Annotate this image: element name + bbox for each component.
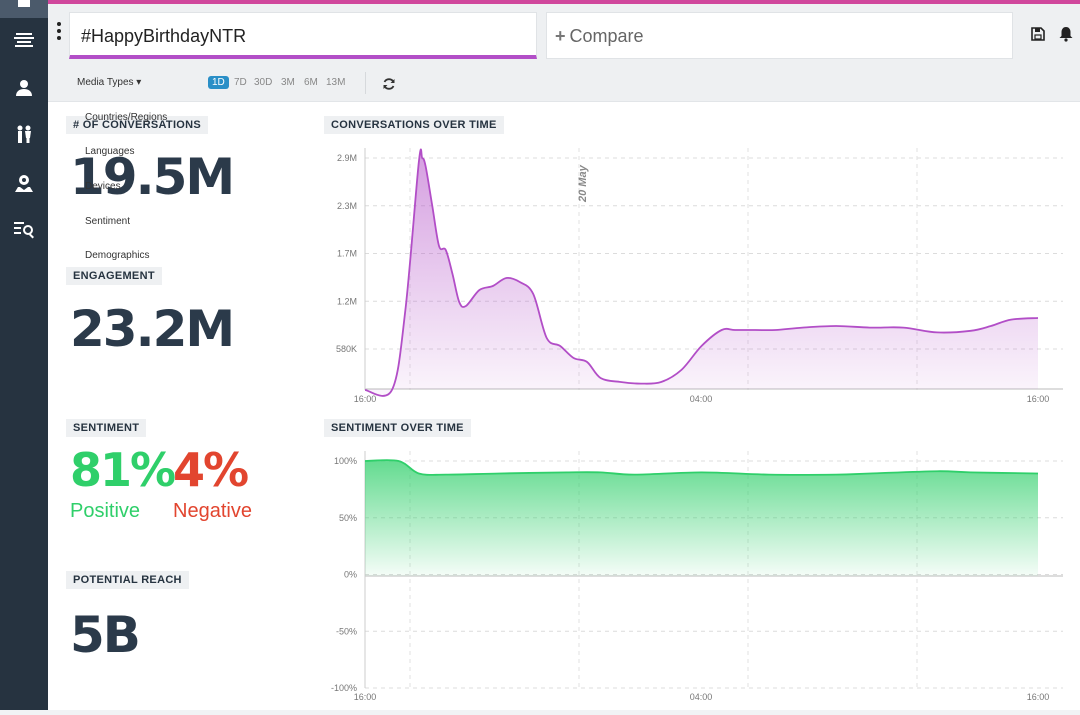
series-line: [364, 148, 1039, 397]
bell-icon[interactable]: [1058, 26, 1074, 42]
save-icon[interactable]: [1030, 26, 1046, 42]
y-tick-label: 0%: [344, 570, 357, 580]
conversations-over-time-chart: 2.9M 2.3M 1.7M 1.2M 580K 16:00 04:00 16:00 20 Ma…: [336, 148, 1063, 404]
sentiment-label: SENTIMENT: [66, 419, 147, 437]
sentiment-chart-title: SENTIMENT OVER TIME: [324, 419, 471, 437]
y-tick-label: 50%: [339, 513, 357, 523]
y-tick-label: 1.2M: [337, 296, 357, 306]
dropdown-item-demographics[interactable]: Demographics: [85, 250, 150, 261]
x-tick-label: 16:00: [354, 394, 377, 404]
toolbar: [48, 60, 1080, 102]
dropdown-item-devices[interactable]: Devices: [85, 181, 121, 192]
sentiment-over-time-chart: 100%50%0%-50%-100%16:00 04:00 16:00: [331, 451, 1063, 702]
potential-reach-label: POTENTIAL REACH: [66, 571, 189, 589]
series-area: [365, 149, 1038, 396]
potential-reach-value: 5B: [70, 606, 141, 664]
conversations-label: # OF CONVERSATIONS: [66, 116, 209, 134]
range-30d[interactable]: 30D: [254, 77, 273, 88]
sidebar: [0, 0, 48, 710]
compare-label: Compare: [569, 26, 644, 46]
y-tick-label: 1.7M: [337, 249, 357, 259]
positive-label: Positive: [70, 500, 141, 522]
list-search-icon: [14, 222, 34, 239]
users-icon: [16, 80, 32, 96]
refresh-icon[interactable]: [382, 77, 396, 91]
y-tick-label: 2.9M: [337, 153, 357, 163]
sidebar-item-users[interactable]: [0, 71, 48, 105]
dashboard-icon: [18, 0, 30, 7]
compare-button[interactable]: + Compare: [546, 12, 1013, 59]
dropdown-item-countries[interactable]: Countries/Regions: [85, 112, 168, 123]
conversations-value: 19.5M: [70, 148, 235, 206]
conversations-chart-title: CONVERSATIONS OVER TIME: [324, 116, 504, 134]
range-13m[interactable]: 13M: [326, 77, 346, 88]
stream-icon: [14, 33, 34, 47]
series-line: [364, 459, 1039, 476]
top-accent-bar: [0, 0, 1080, 4]
y-tick-label: 2.3M: [337, 201, 357, 211]
range-7d[interactable]: 7D: [234, 77, 247, 88]
people-icon: [17, 125, 31, 143]
y-tick-label: 100%: [334, 456, 357, 466]
negative-label: Negative: [173, 500, 252, 522]
location-icon: [15, 175, 33, 192]
x-tick-label: 16:00: [1027, 692, 1050, 702]
range-1d[interactable]: 1D: [208, 76, 229, 89]
more-menu-icon[interactable]: [56, 22, 62, 42]
dashboard-content: [48, 102, 1080, 710]
y-tick-label: 580K: [336, 344, 357, 354]
sidebar-item-list-search[interactable]: [0, 212, 48, 246]
y-tick-label: -50%: [336, 626, 357, 636]
sidebar-item-dashboard[interactable]: [0, 0, 48, 18]
toolbar-divider: [365, 72, 366, 94]
y-tick-label: -100%: [331, 683, 357, 693]
sidebar-item-stream[interactable]: [0, 23, 48, 57]
range-3m[interactable]: 3M: [281, 77, 295, 88]
x-tick-label: 04:00: [690, 692, 713, 702]
dropdown-item-sentiment[interactable]: Sentiment: [85, 216, 131, 227]
sidebar-item-location[interactable]: [0, 166, 48, 200]
search-input[interactable]: #HappyBirthdayNTR: [69, 12, 537, 59]
series-area: [365, 460, 1038, 576]
positive-percent: 81%: [70, 443, 176, 497]
date-annotation: 20 May: [577, 164, 589, 203]
x-tick-label: 04:00: [690, 394, 713, 404]
engagement-label: ENGAGEMENT: [66, 267, 162, 285]
x-tick-label: 16:00: [1027, 394, 1050, 404]
media-types-dropdown[interactable]: Media Types ▾: [77, 77, 142, 88]
engagement-value: 23.2M: [70, 300, 235, 358]
dropdown-item-languages[interactable]: Languages: [85, 146, 135, 157]
range-6m[interactable]: 6M: [304, 77, 318, 88]
plus-icon: +: [555, 26, 566, 46]
sidebar-item-people[interactable]: [0, 118, 48, 152]
negative-percent: 4%: [173, 443, 249, 497]
x-tick-label: 16:00: [354, 692, 377, 702]
